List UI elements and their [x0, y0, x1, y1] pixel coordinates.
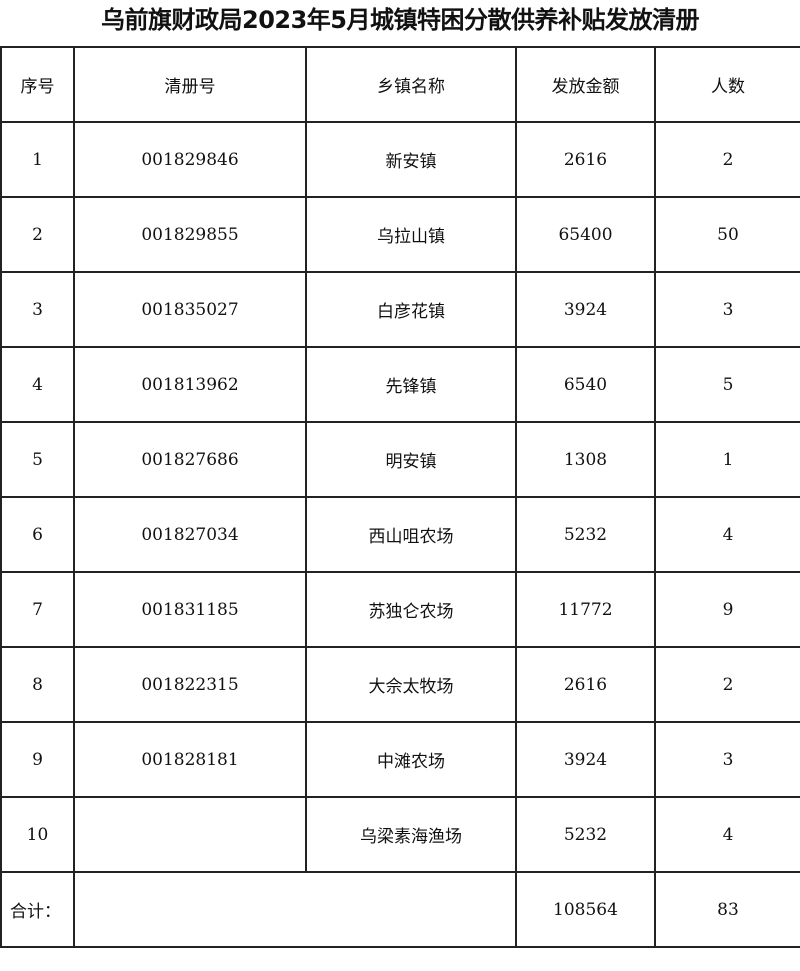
header-row: 序号 清册号 乡镇名称 发放金额 人数: [0, 46, 800, 123]
total-row: 合计： 108564 83: [0, 871, 800, 948]
table-row: 9 001828181 中滩农场 3924 3: [0, 721, 800, 798]
cell-town: 白彦花镇: [305, 271, 517, 348]
total-label: 合计：: [0, 871, 75, 948]
table-row: 8 001822315 大佘太牧场 2616 2: [0, 646, 800, 723]
cell-no: 3: [0, 271, 75, 348]
cell-amount: 3924: [515, 721, 656, 798]
cell-people: 5: [654, 346, 800, 423]
cell-no: 4: [0, 346, 75, 423]
table-row: 4 001813962 先锋镇 6540 5: [0, 346, 800, 423]
cell-town: 苏独仑农场: [305, 571, 517, 648]
header-amount: 发放金额: [515, 46, 656, 123]
total-amount: 108564: [515, 871, 656, 948]
cell-no: 5: [0, 421, 75, 498]
header-register: 清册号: [73, 46, 307, 123]
cell-no: 1: [0, 121, 75, 198]
cell-people: 3: [654, 721, 800, 798]
cell-people: 2: [654, 646, 800, 723]
cell-amount: 6540: [515, 346, 656, 423]
cell-register: 001828181: [73, 721, 307, 798]
table-row: 10 乌梁素海渔场 5232 4: [0, 796, 800, 873]
header-people: 人数: [654, 46, 800, 123]
cell-register: 001835027: [73, 271, 307, 348]
cell-no: 9: [0, 721, 75, 798]
cell-town: 明安镇: [305, 421, 517, 498]
cell-town: 西山咀农场: [305, 496, 517, 573]
header-town: 乡镇名称: [305, 46, 517, 123]
cell-town: 乌拉山镇: [305, 196, 517, 273]
cell-people: 2: [654, 121, 800, 198]
cell-amount: 2616: [515, 121, 656, 198]
cell-register: 001829846: [73, 121, 307, 198]
document-title: 乌前旗财政局2023年5月城镇特困分散供养补贴发放清册: [101, 6, 700, 34]
cell-amount: 11772: [515, 571, 656, 648]
total-empty-cell: [73, 871, 517, 948]
cell-amount: 1308: [515, 421, 656, 498]
cell-people: 3: [654, 271, 800, 348]
cell-register: [73, 796, 307, 873]
cell-people: 4: [654, 796, 800, 873]
cell-town: 中滩农场: [305, 721, 517, 798]
cell-no: 6: [0, 496, 75, 573]
table-row: 6 001827034 西山咀农场 5232 4: [0, 496, 800, 573]
cell-register: 001827686: [73, 421, 307, 498]
cell-town: 先锋镇: [305, 346, 517, 423]
cell-amount: 2616: [515, 646, 656, 723]
table-row: 7 001831185 苏独仑农场 11772 9: [0, 571, 800, 648]
table-row: 3 001835027 白彦花镇 3924 3: [0, 271, 800, 348]
cell-people: 4: [654, 496, 800, 573]
cell-town: 大佘太牧场: [305, 646, 517, 723]
cell-amount: 65400: [515, 196, 656, 273]
cell-no: 2: [0, 196, 75, 273]
total-people: 83: [654, 871, 800, 948]
cell-amount: 5232: [515, 796, 656, 873]
subsidy-table: 序号 清册号 乡镇名称 发放金额 人数 1 001829846 新安镇 2616 2 2 0…: [0, 46, 800, 948]
cell-register: 001827034: [73, 496, 307, 573]
cell-amount: 3924: [515, 271, 656, 348]
table-row: 1 001829846 新安镇 2616 2: [0, 121, 800, 198]
header-no: 序号: [0, 46, 75, 123]
cell-people: 1: [654, 421, 800, 498]
table-row: 2 001829855 乌拉山镇 65400 50: [0, 196, 800, 273]
cell-no: 10: [0, 796, 75, 873]
cell-no: 7: [0, 571, 75, 648]
cell-people: 9: [654, 571, 800, 648]
cell-town: 乌梁素海渔场: [305, 796, 517, 873]
cell-register: 001829855: [73, 196, 307, 273]
cell-register: 001822315: [73, 646, 307, 723]
cell-register: 001831185: [73, 571, 307, 648]
cell-people: 50: [654, 196, 800, 273]
cell-town: 新安镇: [305, 121, 517, 198]
cell-amount: 5232: [515, 496, 656, 573]
table-row: 5 001827686 明安镇 1308 1: [0, 421, 800, 498]
cell-register: 001813962: [73, 346, 307, 423]
cell-no: 8: [0, 646, 75, 723]
